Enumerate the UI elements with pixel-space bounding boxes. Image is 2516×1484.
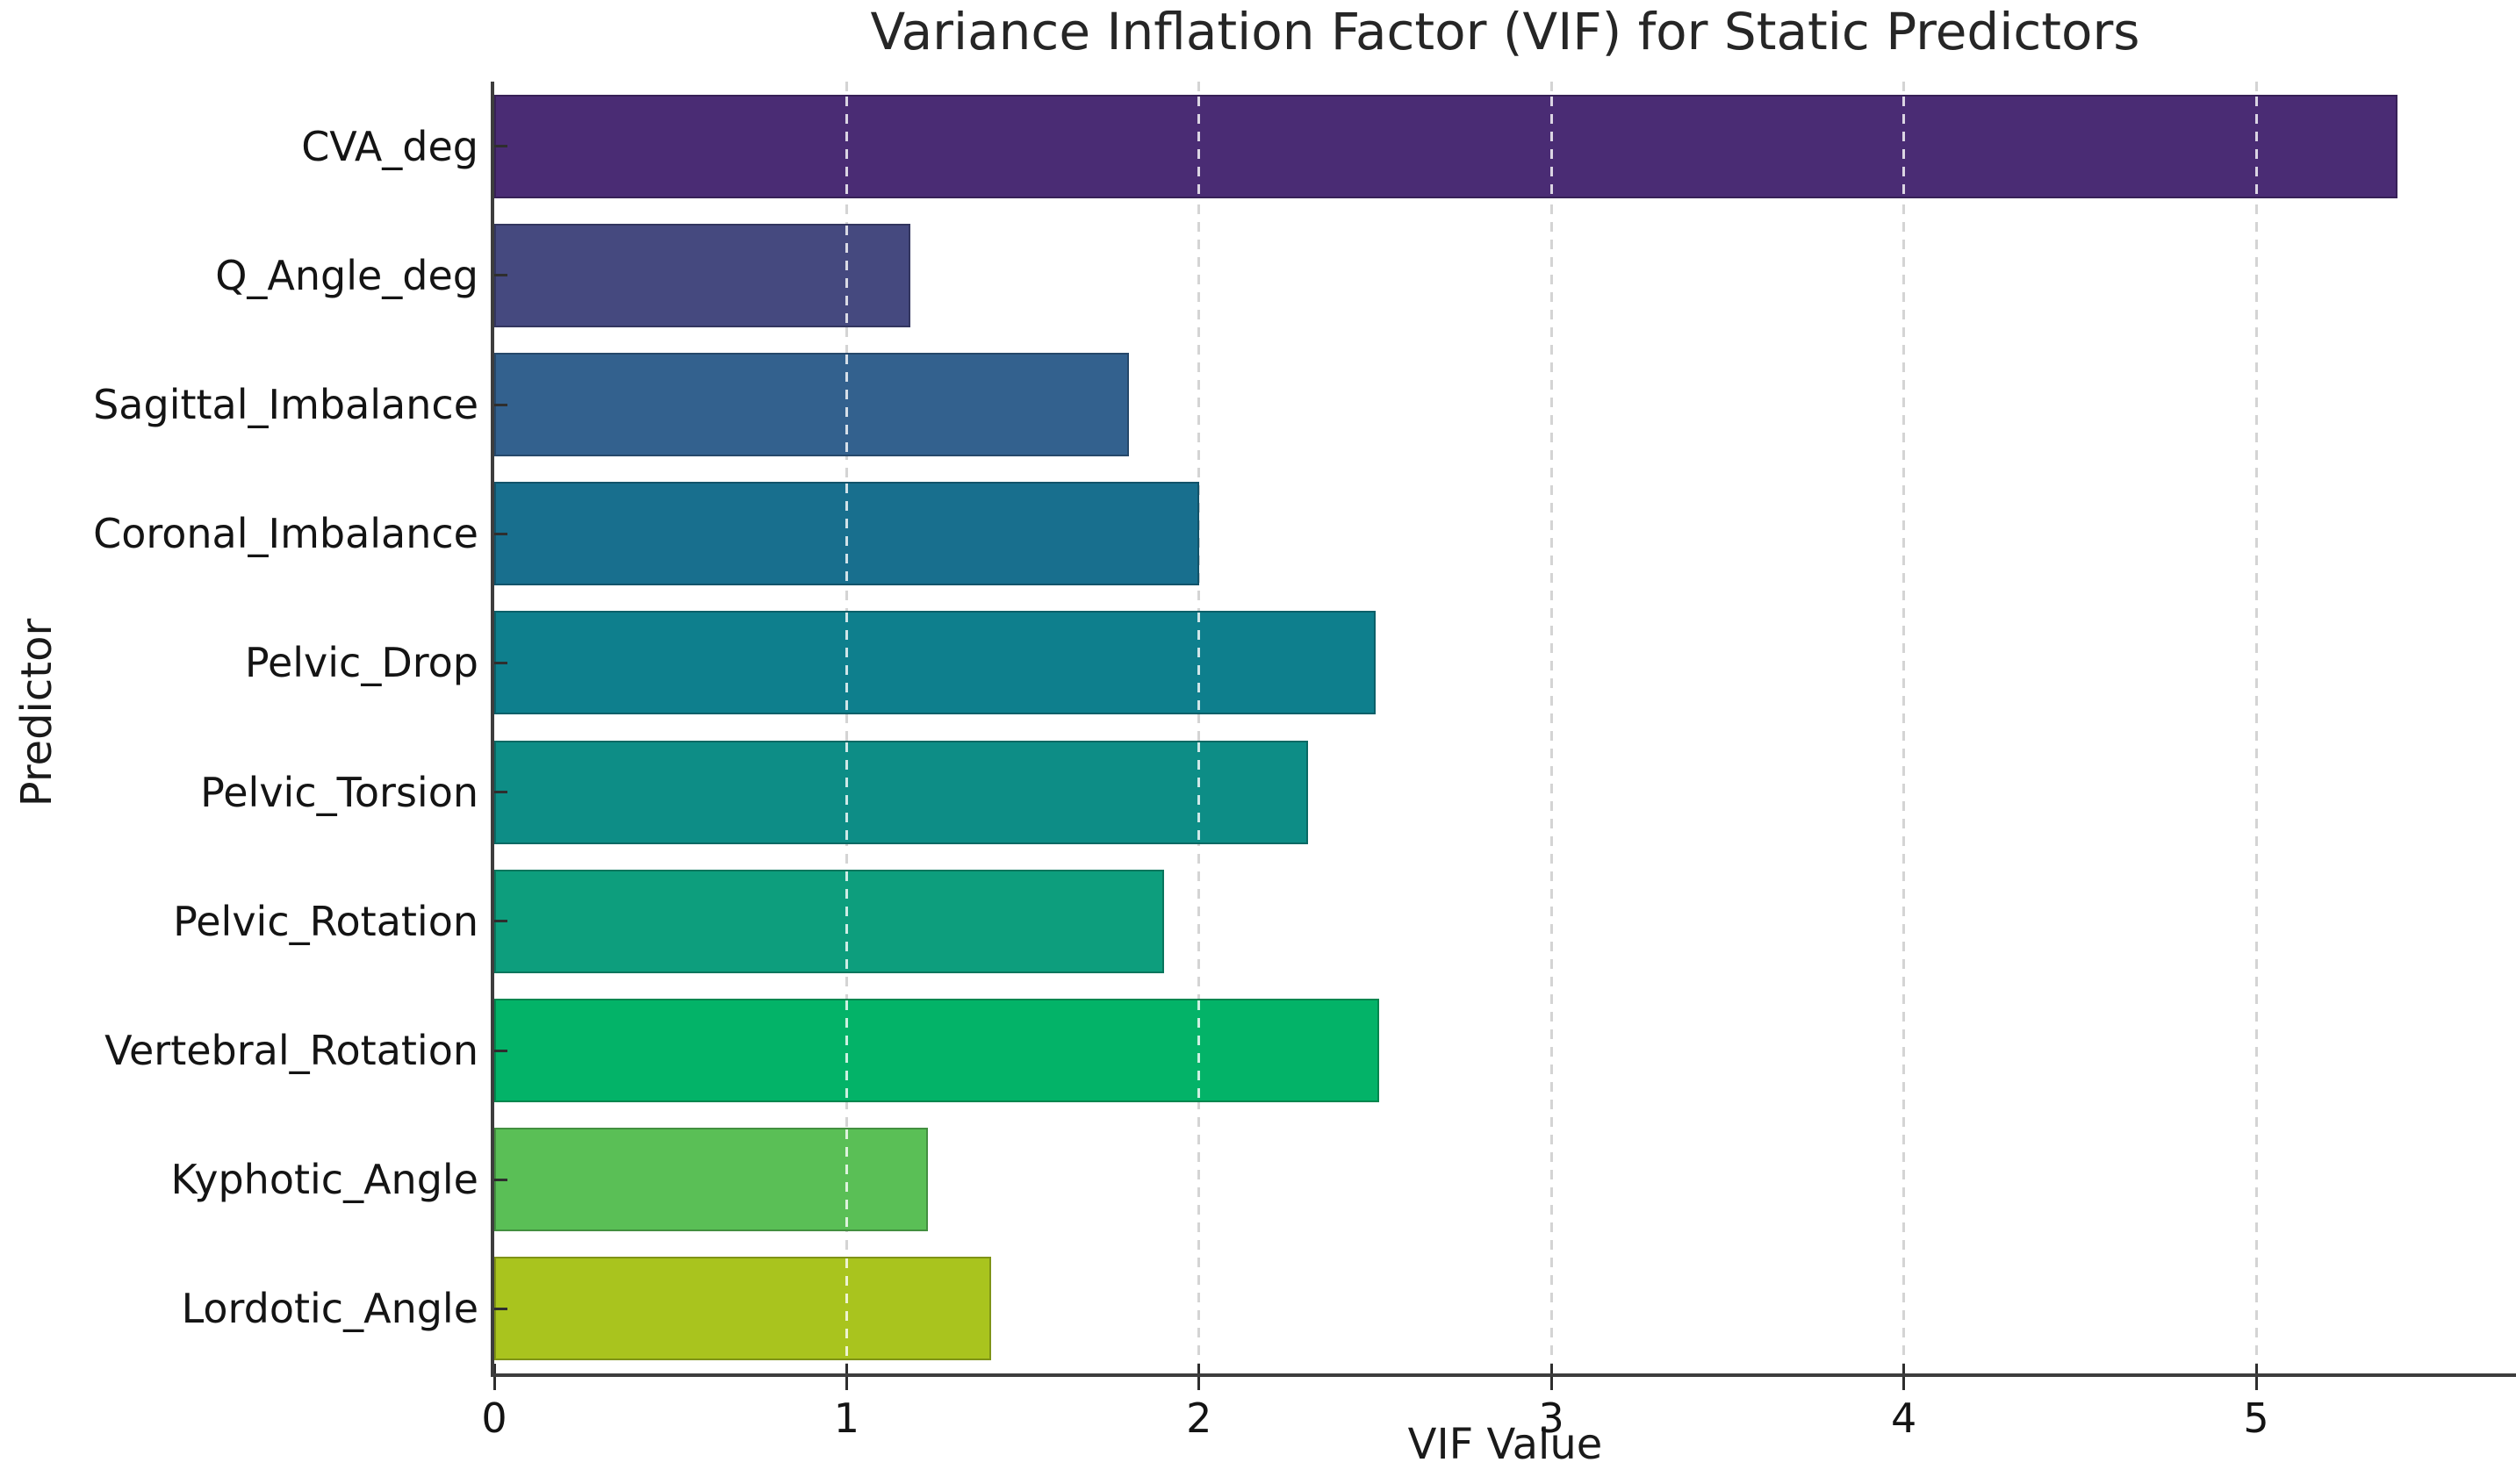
y-tick-label: Pelvic_Rotation <box>173 897 478 945</box>
y-tick-label: Kyphotic_Angle <box>170 1156 478 1204</box>
x-axis-spine <box>491 1373 2516 1377</box>
bar-lordotic_angle <box>494 1257 991 1361</box>
y-tick-mark <box>494 1049 507 1052</box>
bar-kyphotic_angle <box>494 1128 928 1232</box>
y-tick-label: Coronal_Imbalance <box>93 510 478 558</box>
y-tick-mark <box>494 274 507 277</box>
y-tick-mark <box>494 661 507 664</box>
y-tick-label: Lordotic_Angle <box>181 1285 478 1333</box>
gridline-over-bar <box>2254 96 2258 197</box>
gridline <box>1549 82 1553 1373</box>
bar-cva_deg <box>494 94 2397 198</box>
y-axis-spine <box>491 82 494 1377</box>
gridline-over-bar <box>845 613 848 713</box>
y-tick-mark <box>494 145 507 148</box>
x-tick-mark <box>1549 1364 1553 1390</box>
bar-coronal_imbalance <box>494 482 1199 586</box>
bar-pelvic_drop <box>494 611 1376 715</box>
x-tick-mark <box>1902 1364 1906 1390</box>
gridline <box>1197 82 1201 1373</box>
gridline-over-bar <box>845 355 848 455</box>
gridline-over-bar <box>845 742 848 842</box>
gridline <box>2254 82 2258 1373</box>
x-tick-label: 2 <box>1186 1394 1212 1442</box>
x-tick-mark <box>845 1364 848 1390</box>
x-tick-mark <box>492 1364 496 1390</box>
x-axis-label: VIF Value <box>1407 1420 1603 1469</box>
x-tick-label: 3 <box>1538 1394 1564 1442</box>
gridline <box>1902 82 1906 1373</box>
bar-vertebral_rotation <box>494 999 1379 1102</box>
bar-pelvic_torsion <box>494 740 1309 844</box>
y-tick-label: Pelvic_Torsion <box>200 768 478 816</box>
y-tick-label: Sagittal_Imbalance <box>93 381 478 428</box>
gridline-over-bar <box>845 225 848 326</box>
x-tick-label: 5 <box>2243 1394 2269 1442</box>
gridline-over-bar <box>845 1129 848 1230</box>
chart-title: Variance Inflation Factor (VIF) for Stat… <box>870 2 2140 61</box>
gridline-over-bar <box>845 871 848 971</box>
gridline-over-bar <box>1549 96 1553 197</box>
gridline-over-bar <box>1197 1000 1201 1100</box>
y-tick-mark <box>494 403 507 406</box>
x-tick-mark <box>2254 1364 2258 1390</box>
y-tick-label: CVA_deg <box>301 122 478 170</box>
gridline-over-bar <box>845 484 848 584</box>
gridline <box>845 82 848 1373</box>
y-tick-mark <box>494 532 507 535</box>
bar-sagittal_imbalance <box>494 353 1129 456</box>
bar-pelvic_rotation <box>494 869 1164 973</box>
gridline-over-bar <box>1197 742 1201 842</box>
y-tick-label: Vertebral_Rotation <box>104 1027 478 1074</box>
x-tick-label: 4 <box>1890 1394 1917 1442</box>
y-tick-mark <box>494 920 507 923</box>
gridline-over-bar <box>845 96 848 197</box>
y-tick-label: Q_Angle_deg <box>215 251 478 299</box>
x-tick-label: 0 <box>481 1394 507 1442</box>
gridline-over-bar <box>1197 96 1201 197</box>
gridline-over-bar <box>845 1000 848 1100</box>
bar-q_angle_deg <box>494 223 910 327</box>
y-tick-label: Pelvic_Drop <box>244 639 478 687</box>
gridline-over-bar <box>1197 613 1201 713</box>
gridline-over-bar <box>1902 96 1906 197</box>
x-tick-mark <box>1197 1364 1201 1390</box>
x-tick-label: 1 <box>833 1394 860 1442</box>
gridline-over-bar <box>845 1258 848 1359</box>
y-tick-mark <box>494 791 507 794</box>
y-tick-mark <box>494 1178 507 1181</box>
y-tick-mark <box>494 1307 507 1310</box>
